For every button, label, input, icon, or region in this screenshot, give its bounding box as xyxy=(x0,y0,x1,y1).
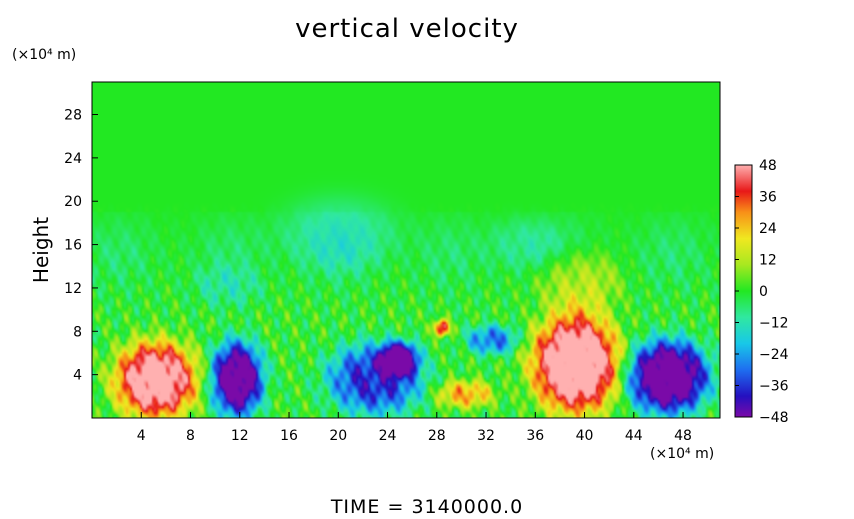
time-label: TIME xyxy=(330,496,381,518)
colorbar-tick-label: 24 xyxy=(759,221,777,237)
plot-area xyxy=(91,81,721,419)
x-tick-label: 16 xyxy=(280,428,298,444)
y-tick-label: 4 xyxy=(73,368,82,384)
x-axis: 4 8 12 16 20 24 28 32 36 40 44 48 xyxy=(137,412,692,444)
colorbar-tick-label: 12 xyxy=(759,253,777,269)
x-tick-label: 36 xyxy=(526,428,544,444)
x-tick-label: 20 xyxy=(329,428,347,444)
colorbar-tick-label: 48 xyxy=(759,158,777,174)
colorbar-tick-label: −48 xyxy=(759,410,789,426)
x-tick-label: 24 xyxy=(379,428,397,444)
x-tick-label: 40 xyxy=(576,428,594,444)
y-axis: 4 8 12 16 20 24 28 xyxy=(64,108,98,384)
y-tick-label: 8 xyxy=(73,324,82,340)
time-readout: TIME = 3140000.0 xyxy=(0,496,854,518)
heatmap-field xyxy=(92,82,720,418)
y-tick-label: 24 xyxy=(64,151,82,167)
colorbar-tick-label: 36 xyxy=(759,190,777,206)
plot-frame xyxy=(91,81,721,419)
colorbar-tick-label: 0 xyxy=(759,284,768,300)
time-value: 3140000.0 xyxy=(411,496,524,518)
x-axis-unit: (×10⁴ m) xyxy=(650,446,715,462)
x-tick-label: 44 xyxy=(625,428,643,444)
x-tick-label: 28 xyxy=(428,428,446,444)
x-tick-label: 32 xyxy=(477,428,495,444)
y-tick-label: 20 xyxy=(64,194,82,210)
colorbar-tick-label: −12 xyxy=(759,316,789,332)
x-tick-label: 12 xyxy=(231,428,249,444)
chart-title: vertical velocity xyxy=(295,14,519,44)
x-tick-label: 4 xyxy=(137,428,146,444)
y-tick-label: 16 xyxy=(64,238,82,254)
x-tick-label: 48 xyxy=(674,428,692,444)
colorbar-tick-label: −36 xyxy=(759,379,789,395)
y-tick-label: 12 xyxy=(64,281,82,297)
colorbar: 48 36 24 12 0 −12 −24 −36 −48 xyxy=(734,158,789,426)
x-tick-label: 8 xyxy=(186,428,195,444)
y-tick-label: 28 xyxy=(64,108,82,124)
time-equals: = xyxy=(387,496,405,518)
colorbar-tick-label: −24 xyxy=(759,347,789,363)
y-axis-unit: (×10⁴ m) xyxy=(12,47,77,63)
